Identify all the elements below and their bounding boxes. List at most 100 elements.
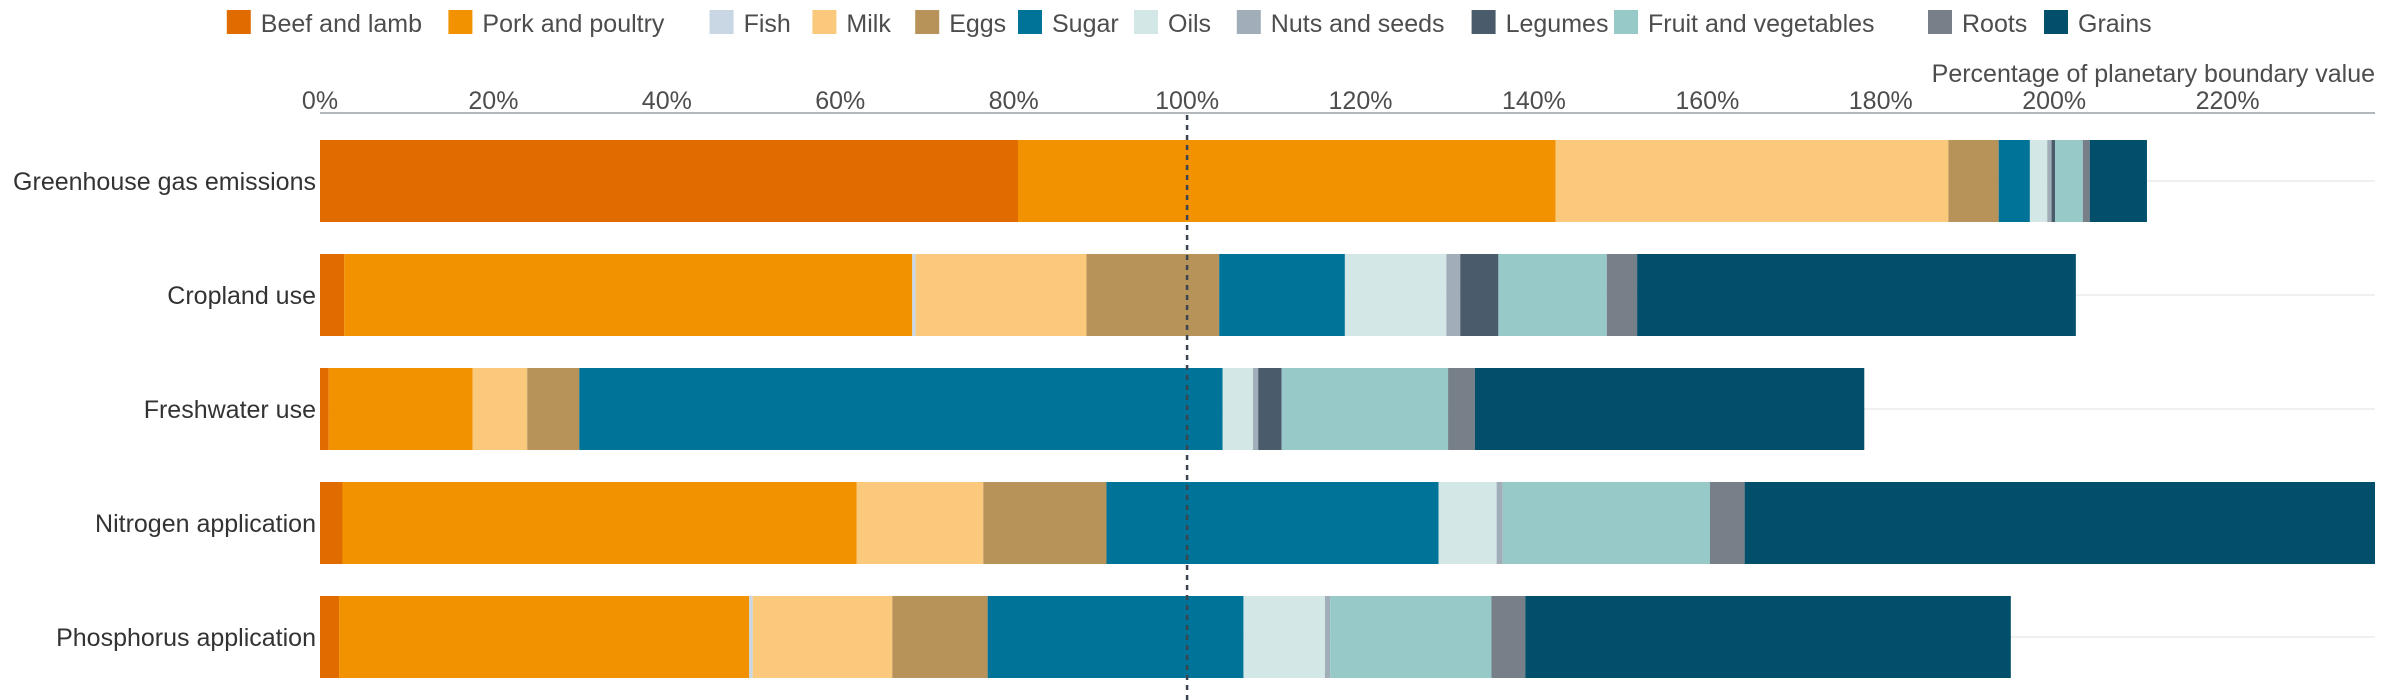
bar-segment-milk — [915, 254, 1087, 336]
legend-item-fish: Fish — [709, 10, 791, 38]
legend-item-roots: Roots — [1928, 10, 2027, 38]
bar-segment-eggs — [527, 368, 580, 450]
bar-segment-oils — [1243, 596, 1325, 678]
bar-segment-roots — [1448, 368, 1475, 450]
legend-label: Grains — [2078, 10, 2152, 38]
category-label-phosphorus-application: Phosphorus application — [56, 624, 316, 652]
legend-item-sugar: Sugar — [1018, 10, 1119, 38]
bars — [320, 140, 2375, 678]
legend-swatch — [2044, 10, 2068, 34]
x-tick-label: 60% — [815, 87, 865, 115]
bar-segment-beef-and-lamb — [320, 596, 340, 678]
bar-segment-eggs — [1948, 140, 1999, 222]
legend-item-legumes: Legumes — [1471, 10, 1609, 38]
bar-segment-oils — [1344, 254, 1447, 336]
bar-segment-fruit-and-vegetables — [2055, 140, 2083, 222]
bar-segment-roots — [1491, 596, 1526, 678]
x-tick-label: 40% — [642, 87, 692, 115]
bar-segment-legumes — [2051, 140, 2056, 222]
bar-segment-beef-and-lamb — [320, 368, 329, 450]
legend-label: Oils — [1168, 10, 1211, 38]
bar-segment-sugar — [1219, 254, 1345, 336]
bar-row-nitrogen-application — [320, 482, 2375, 564]
bar-segment-beef-and-lamb — [320, 140, 1019, 222]
legend-item-fruit-and-vegetables: Fruit and vegetables — [1614, 10, 1875, 38]
bar-segment-nuts-and-seeds — [1496, 482, 1503, 564]
bar-segment-nuts-and-seeds — [2047, 140, 2052, 222]
legend-swatch — [1614, 10, 1638, 34]
bar-segment-grains — [1474, 368, 1865, 450]
bar-segment-sugar — [1998, 140, 2030, 222]
bar-segment-beef-and-lamb — [320, 254, 345, 336]
bar-segment-pork-and-poultry — [328, 368, 473, 450]
x-tick-label: 120% — [1329, 87, 1393, 115]
x-axis-title: Percentage of planetary boundary value — [1932, 60, 2375, 88]
legend-label: Nuts and seeds — [1271, 10, 1445, 38]
bar-segment-grains — [2089, 140, 2147, 222]
category-label-cropland-use: Cropland use — [167, 282, 316, 310]
bar-row-cropland-use — [320, 254, 2076, 336]
legend-item-beef-and-lamb: Beef and lamb — [226, 10, 422, 38]
bar-segment-legumes — [1258, 368, 1282, 450]
bar-segment-oils — [2029, 140, 2048, 222]
x-tick-label: 200% — [2022, 87, 2086, 115]
legend-label: Eggs — [949, 10, 1006, 38]
bar-segment-roots — [1606, 254, 1638, 336]
bar-segment-fruit-and-vegetables — [1502, 482, 1710, 564]
bar-segment-milk — [856, 482, 984, 564]
x-tick-label: 140% — [1502, 87, 1566, 115]
bar-segment-sugar — [987, 596, 1244, 678]
bar-segment-grains — [1637, 254, 2076, 336]
legend-item-nuts-and-seeds: Nuts and seeds — [1236, 10, 1445, 38]
legend-swatch — [1018, 10, 1042, 34]
legend-swatch — [1928, 10, 1952, 34]
bar-segment-pork-and-poultry — [344, 254, 913, 336]
x-axis-ticks: 0% 20% 40% 60% 80% 100% 120% 140% 160% 180% 200% 22… — [302, 87, 2260, 115]
x-tick-label: 220% — [2196, 87, 2260, 115]
bar-segment-fruit-and-vegetables — [1330, 596, 1492, 678]
bar-segment-legumes — [1460, 254, 1499, 336]
bar-segment-eggs — [983, 482, 1107, 564]
legend-swatch — [226, 10, 251, 34]
legend-item-oils: Oils — [1134, 10, 1211, 38]
legend-swatch — [1471, 10, 1496, 34]
bar-row-greenhouse-gas-emissions — [320, 140, 2147, 222]
bar-row-phosphorus-application — [320, 596, 2011, 678]
bar-segment-fruit-and-vegetables — [1498, 254, 1607, 336]
bar-segment-nuts-and-seeds — [1252, 368, 1259, 450]
category-label-freshwater-use: Freshwater use — [144, 396, 316, 424]
bar-segment-eggs — [892, 596, 988, 678]
category-label-greenhouse-gas-emissions: Greenhouse gas emissions — [13, 168, 316, 196]
x-tick-label: 20% — [468, 87, 518, 115]
legend-swatch — [1236, 10, 1261, 34]
bar-segment-oils — [1438, 482, 1497, 564]
x-tick-label: 180% — [1849, 87, 1913, 115]
bar-segment-nuts-and-seeds — [1446, 254, 1461, 336]
legend-label: Pork and poultry — [482, 10, 665, 38]
legend-item-milk: Milk — [812, 10, 891, 38]
chart-legend: Beef and lamb Pork and poultry Fish Milk Egg… — [226, 10, 2152, 38]
legend-item-pork-and-poultry: Pork and poultry — [448, 10, 665, 38]
legend-swatch — [448, 10, 473, 34]
category-labels: Greenhouse gas emissions Cropland use Fres… — [13, 168, 316, 652]
bar-segment-fish — [912, 254, 916, 336]
bar-segment-roots — [1709, 482, 1745, 564]
bar-segment-grains — [1525, 596, 2011, 678]
bar-segment-milk — [472, 368, 528, 450]
legend-swatch — [1134, 10, 1158, 34]
x-tick-label: 100% — [1155, 87, 1219, 115]
legend-label: Roots — [1962, 10, 2027, 38]
legend-swatch — [915, 10, 940, 34]
bar-segment-oils — [1222, 368, 1253, 450]
bar-segment-nuts-and-seeds — [1324, 596, 1331, 678]
legend-swatch — [709, 10, 734, 34]
bar-segment-eggs — [1086, 254, 1220, 336]
legend-label: Fish — [744, 10, 791, 38]
legend-label: Fruit and vegetables — [1648, 10, 1875, 38]
bar-segment-milk — [1555, 140, 1949, 222]
bar-segment-pork-and-poultry — [342, 482, 857, 564]
legend-label: Legumes — [1506, 10, 1609, 38]
bar-segment-fish — [749, 596, 753, 678]
bar-segment-sugar — [579, 368, 1223, 450]
